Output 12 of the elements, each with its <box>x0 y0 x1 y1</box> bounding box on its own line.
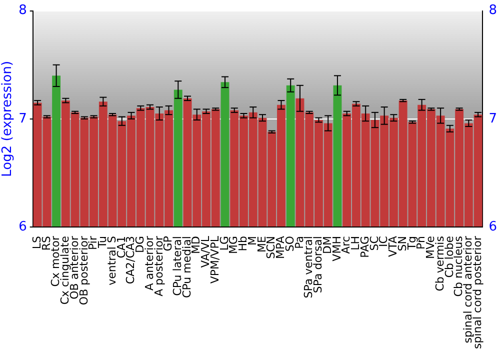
y2-tick-label: 7 <box>488 111 498 126</box>
y-axis-title: Log2 (expression) <box>0 60 16 177</box>
y2-tick-label: 8 <box>488 3 498 18</box>
y2-tick-label: 6 <box>488 219 498 234</box>
y-tick-label: 7 <box>18 111 27 126</box>
x-tick-label: A posterior <box>152 236 166 296</box>
y-tick-label: 6 <box>18 219 27 234</box>
x-tick-label: DM <box>320 236 334 254</box>
x-tick-label: M <box>246 236 259 246</box>
y-tick-label: 8 <box>18 3 27 18</box>
x-tick-label: OB posterior <box>77 236 90 306</box>
x-tick-label: SO <box>283 236 296 252</box>
